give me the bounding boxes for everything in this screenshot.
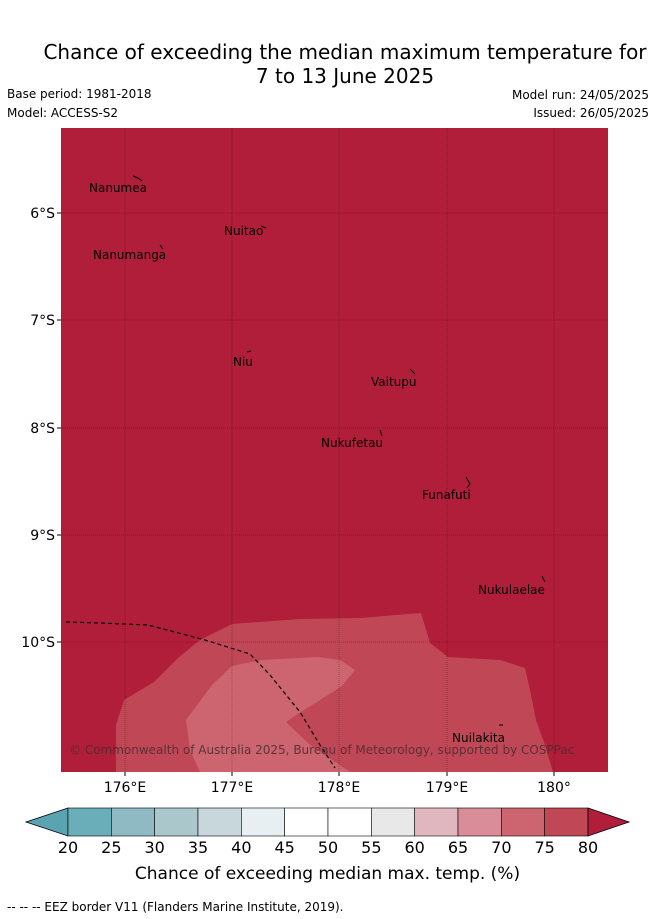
colorbar-label: Chance of exceeding median max. temp. (%…	[134, 864, 521, 884]
colorbar-segment	[284, 807, 329, 837]
island-funafuti	[465, 476, 471, 489]
lon-grid-lines	[124, 128, 555, 772]
colorbar-tick-label: 45	[274, 838, 295, 857]
colorbar-tick-label: 65	[447, 838, 469, 857]
island-nanumea	[132, 175, 143, 182]
colorbar-segment	[67, 807, 112, 837]
colorbar-segment	[111, 807, 155, 837]
island-vaitupu	[409, 368, 416, 375]
eez-legend-note: -- -- -- EEZ border V11 (Flanders Marine…	[7, 900, 344, 914]
lon-tick-label: 178°E	[318, 780, 361, 796]
colorbar-over-arrow	[587, 807, 631, 837]
colorbar-segment	[197, 807, 242, 837]
eez-border	[65, 621, 336, 769]
title-line-2: 7 to 13 June 2025	[255, 64, 435, 88]
probability-region-70-75	[186, 657, 355, 772]
lat-tick-label: 7°S	[30, 313, 55, 329]
place-label: Niu	[233, 355, 253, 369]
island-nukulaelae	[541, 575, 546, 583]
colorbar-tick-label: 60	[404, 838, 425, 857]
colorbar-segment	[544, 807, 589, 837]
colorbar-ticks: 20 25 30 35 40 45 50 55 60 65 70 75 80	[0, 838, 655, 858]
title-line-1: Chance of exceeding the median maximum t…	[43, 40, 647, 64]
colorbar-tick-label: 20	[57, 838, 79, 857]
colorbar-segment	[154, 807, 199, 837]
lon-tick-label: 180°	[537, 780, 571, 796]
colorbar-segment	[457, 807, 502, 837]
colorbar-tick-label: 55	[361, 838, 382, 857]
island-niu	[246, 350, 252, 353]
colorbar-segment	[241, 807, 285, 837]
lat-tick-label: 6°S	[30, 206, 55, 222]
island-nanumanga	[159, 244, 164, 250]
colorbar	[24, 807, 631, 837]
colorbar-tick-label: 75	[534, 838, 555, 857]
colorbar-tick-label: 70	[491, 838, 512, 857]
copyright-notice: © Commonwealth of Australia 2025, Bureau…	[69, 743, 574, 757]
lat-tick-label: 8°S	[30, 421, 55, 437]
island-nuitao	[260, 225, 267, 229]
place-label: Vaitupu	[371, 375, 417, 389]
place-label: Nanumea	[89, 181, 147, 195]
base-period: Base period: 1981-2018	[7, 87, 152, 101]
place-label: Nuilakita	[452, 731, 505, 745]
colorbar-tick-label: 50	[317, 838, 339, 857]
lat-tick-label: 9°S	[30, 528, 55, 544]
colorbar-segment	[501, 807, 545, 837]
place-label: Nukufetau	[321, 436, 383, 450]
colorbar-tick-label: 25	[101, 838, 122, 857]
model-run: Model run: 24/05/2025	[511, 88, 649, 102]
place-label: Nuitao	[224, 224, 263, 238]
lon-tick-label: 176°E	[104, 780, 147, 796]
islands	[132, 175, 546, 726]
island-nukufetau	[379, 429, 383, 437]
issued-date: Issued: 26/05/2025	[533, 106, 649, 120]
map-title: Chance of exceeding the median maximum t…	[0, 40, 655, 88]
colorbar-segment	[371, 807, 415, 837]
colorbar-tick-label: 30	[144, 838, 165, 857]
place-label: Nukulaelae	[478, 583, 545, 597]
lat-tick-label: 10°S	[21, 635, 55, 651]
lon-tick-label: 177°E	[211, 780, 254, 796]
colorbar-tick-label: 80	[577, 838, 599, 857]
colorbar-segment	[327, 807, 372, 837]
colorbar-tick-label: 40	[231, 838, 252, 857]
place-label: Nanumanga	[93, 248, 166, 262]
lon-tick-label: 179°E	[426, 780, 469, 796]
colorbar-tick-label: 35	[187, 838, 209, 857]
place-label: Funafuti	[422, 488, 471, 502]
colorbar-segment	[414, 807, 459, 837]
model-name: Model: ACCESS-S2	[7, 106, 119, 120]
colorbar-under-arrow	[24, 807, 69, 837]
